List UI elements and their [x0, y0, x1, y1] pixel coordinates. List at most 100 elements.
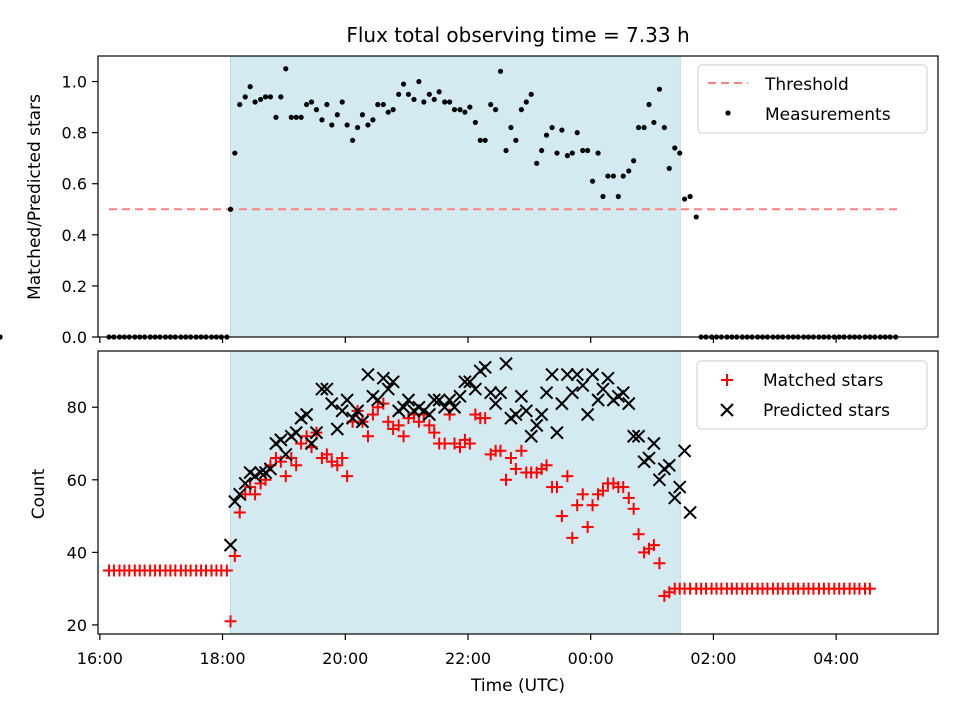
- top-plot-frame: [97, 55, 939, 338]
- measurement-point: [421, 99, 427, 105]
- bottom-y-tick-label: 60: [67, 471, 87, 490]
- predicted-stars-point: [555, 396, 569, 411]
- predicted-stars-legend-swatch: [720, 403, 734, 417]
- measurement-point: [585, 147, 591, 154]
- measurement-point: [411, 96, 417, 103]
- matched-stars-point: [596, 484, 609, 497]
- measurement-point: [672, 145, 678, 151]
- matched-stars-point: [366, 408, 379, 421]
- measurement-point: [354, 124, 361, 131]
- measurement-point: [528, 91, 534, 97]
- measurement-point: [626, 168, 632, 174]
- x-tick-label: 02:00: [690, 649, 736, 668]
- measurement-point: [641, 124, 647, 131]
- predicted-stars-point: [565, 386, 580, 400]
- measurement-point: [462, 109, 468, 115]
- measurement-point: [564, 153, 570, 159]
- predicted-stars-point: [622, 396, 636, 411]
- matched-stars-point: [863, 582, 876, 595]
- matched-stars-point: [259, 473, 272, 486]
- measurement-point: [687, 193, 693, 200]
- x-axis-label: Time (UTC): [470, 676, 565, 696]
- predicted-stars-point: [396, 400, 411, 414]
- predicted-stars-point: [371, 393, 385, 407]
- bottom-plot-frame: [97, 350, 939, 635]
- measurement-point: [631, 158, 637, 164]
- x-tick-label: 18:00: [200, 649, 246, 668]
- measurement-point: [359, 112, 366, 118]
- predicted-stars-point: [304, 436, 319, 451]
- measurement-point: [574, 130, 580, 136]
- predicted-stars-point: [631, 429, 646, 443]
- predicted-stars-point: [596, 382, 610, 396]
- bottom-y-tick-label: 80: [67, 398, 87, 417]
- measurement-point: [534, 160, 540, 166]
- predicted-stars-point: [335, 404, 349, 418]
- measurement-point: [605, 173, 611, 179]
- predicted-stars-point: [642, 451, 656, 465]
- bottom-y-axis-label: Count: [29, 468, 49, 519]
- predicted-stars-point: [223, 538, 238, 552]
- matched-stars-point: [454, 441, 467, 454]
- predicted-stars-point: [580, 407, 595, 422]
- bottom-y-tick-label: 20: [67, 616, 87, 635]
- matched-stars-legend-label: Matched stars: [763, 371, 883, 391]
- measurements-legend-label: Measurements: [765, 105, 891, 125]
- measurement-point: [232, 150, 238, 156]
- matched-stars-point: [581, 520, 594, 533]
- matched-stars-point: [274, 455, 287, 468]
- matched-stars-point: [295, 437, 308, 450]
- measurement-point: [262, 94, 269, 100]
- matched-stars-point: [576, 488, 589, 501]
- predicted-stars-point: [550, 425, 564, 440]
- matched-stars-point: [494, 444, 507, 457]
- matched-stars-point: [377, 397, 390, 410]
- bottom-shaded-span: [230, 351, 681, 634]
- matched-stars-point: [627, 502, 640, 515]
- measurement-point: [610, 173, 617, 179]
- predicted-stars-point: [315, 382, 329, 396]
- predicted-stars-point: [355, 415, 370, 429]
- measurement-point: [308, 99, 315, 105]
- measurement-point: [324, 101, 330, 108]
- measurement-point: [451, 107, 458, 113]
- bottom-axes: 16:00 18:00 20:00 22:00 00:00 02:00 04:00 20 40 6…: [67, 398, 860, 668]
- top-chart-title: Flux total observing time = 7.33 h: [346, 23, 689, 47]
- matched-stars-point: [504, 452, 517, 465]
- predicted-stars-point: [488, 396, 503, 411]
- predicted-stars-point: [493, 386, 508, 400]
- measurement-point: [288, 114, 294, 120]
- matched-stars-point: [463, 437, 476, 450]
- predicted-stars-point: [652, 473, 667, 487]
- predicted-stars-point: [570, 367, 584, 382]
- predicted-stars-point: [427, 393, 441, 407]
- predicted-stars-point: [514, 389, 529, 404]
- matched-stars-point: [515, 444, 528, 457]
- predicted-stars-point: [463, 375, 477, 389]
- predicted-stars-point: [386, 375, 400, 389]
- predicted-stars-point: [274, 433, 288, 447]
- predicted-stars-point: [483, 386, 498, 400]
- predicted-stars-point: [401, 393, 416, 407]
- matched-stars-point: [423, 419, 436, 432]
- predicted-stars-point: [330, 422, 345, 436]
- measurement-point: [656, 86, 663, 92]
- measurement-point: [661, 124, 667, 131]
- predicted-stars-point: [534, 407, 549, 422]
- measurement-point: [646, 101, 652, 108]
- matched-stars-legend-swatch: [721, 374, 733, 386]
- measurement-point: [513, 137, 519, 143]
- predicted-stars-point: [616, 386, 630, 400]
- matched-stars-point: [361, 430, 374, 443]
- measurement-point: [329, 122, 335, 128]
- top-axes: 0.0 0.2 0.4 0.6 0.8 1.0: [62, 73, 837, 347]
- matched-stars-point: [500, 473, 513, 486]
- predicted-stars-point: [253, 465, 268, 480]
- measurement-point: [436, 89, 442, 95]
- measurement-point: [390, 107, 396, 113]
- matched-stars-point: [392, 419, 405, 432]
- measurement-point: [278, 94, 284, 100]
- measurement-point: [365, 122, 371, 128]
- top-y-tick-label: 0.0: [62, 328, 87, 347]
